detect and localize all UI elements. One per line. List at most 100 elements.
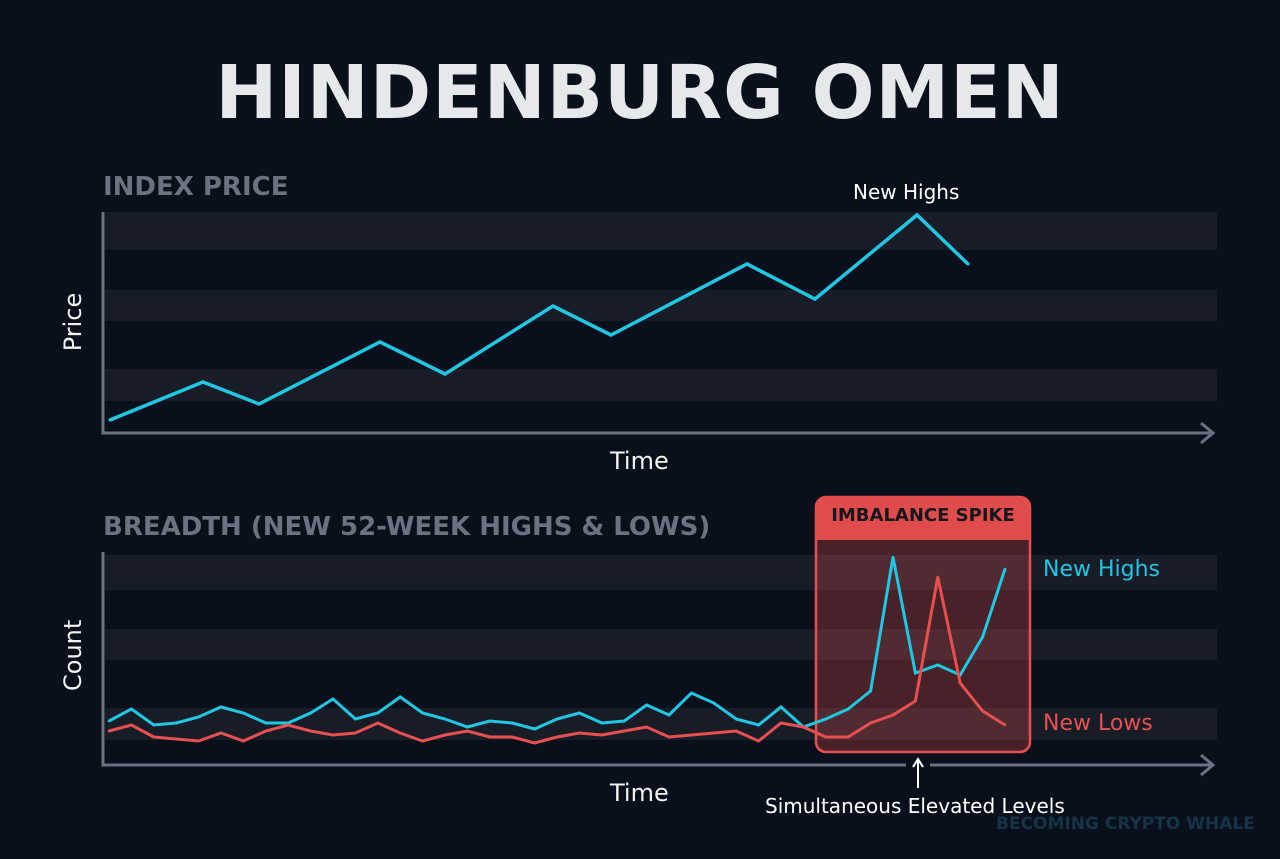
new-lows-point [914,699,917,703]
page-title: HINDENBURG OMEN [215,50,1065,136]
new-highs-point [466,725,469,729]
price-point [609,333,613,337]
new-lows-point [802,725,805,729]
new-highs-point [981,635,984,639]
new-lows-point [667,735,671,739]
new-lows-point [510,735,514,739]
grid-band [105,555,1217,590]
new-highs-point [376,711,380,715]
new-lows-point [600,733,604,737]
price-point [745,262,749,266]
price-point [966,262,970,266]
new-lows-point [712,731,716,735]
legend-new-highs: New Highs [1043,557,1161,582]
new-lows-point [757,739,760,743]
new-highs-point [130,707,133,711]
new-highs-point [264,721,268,725]
new-lows-point [443,733,447,737]
new-lows-point [488,735,492,739]
grid-band [105,369,1217,401]
price-point [813,297,817,301]
new-lows-point [1003,723,1007,727]
new-lows-point [690,733,693,737]
up-arrow-icon [912,757,924,788]
price-axis-label: Price [59,292,87,352]
new-highs-point [331,697,335,701]
simultaneous-levels-annotation: Simultaneous Elevated Levels [765,794,1065,818]
new-highs-point [690,691,693,695]
grid-band [105,629,1217,660]
new-highs-point [667,713,671,717]
new-highs-point [488,719,492,723]
price-point [108,418,112,422]
new-highs-point [107,719,111,723]
new-lows-point [152,735,156,739]
new-highs-point [622,719,626,723]
new-lows-point [107,729,111,733]
grid-band [105,290,1217,321]
breadth-x-axis-arrow [1200,753,1216,777]
new-lows-point [533,741,536,745]
price-time-label: Time [610,447,669,475]
new-highs-point [242,711,245,715]
new-highs-point [533,727,536,731]
new-lows-point [891,713,895,717]
new-highs-point [443,717,447,721]
price-point [257,402,261,406]
new-lows-point [622,729,626,733]
legend-new-lows: New Lows [1043,711,1153,736]
breadth-y-axis [101,552,1213,767]
new-lows-point [869,721,872,725]
new-highs-point [421,711,424,715]
index-price-title: INDEX PRICE [103,172,289,202]
new-highs-point [936,663,940,667]
watermark: BECOMING CRYPTO WHALE [996,814,1255,834]
new-lows-point [578,731,581,735]
count-axis-label: Count [59,619,87,691]
new-lows-point [734,729,738,733]
new-highs-point [398,695,402,699]
new-highs-point [600,721,604,725]
price-point [551,304,555,308]
new-highs-point [578,711,581,715]
price-y-axis [101,212,1213,435]
price-x-axis-arrow [1200,421,1216,445]
new-highs-point [779,705,783,709]
new-highs-point [734,717,738,721]
new-lows-point [354,731,357,735]
new-highs-point [219,705,223,709]
new-lows-point [936,575,940,579]
grid-band [105,212,1217,250]
new-lows-point [130,723,133,727]
new-lows-point [398,731,402,735]
new-highs-point [309,711,312,715]
new-highs-point [645,703,648,707]
new-lows-point [376,721,380,725]
new-lows-point [219,731,223,735]
new-lows-point [286,723,290,727]
new-highs-point [1003,567,1007,571]
new-highs-point [354,717,357,721]
new-highs-point [891,555,895,559]
new-lows-point [824,735,828,739]
imbalance-spike-label: IMBALANCE SPIKE [831,505,1015,526]
new-lows-point [645,725,648,729]
new-lows-point [331,733,335,737]
new-highs-point [869,689,872,693]
new-highs-point [824,717,828,721]
imbalance-spike-box [814,495,1032,754]
new-highs-point [510,721,514,725]
new-lows-point [264,729,268,733]
new-highs-point [846,707,850,711]
new-lows-point [421,739,424,743]
new-highs-point [174,721,178,725]
breadth-time-label: Time [610,779,669,807]
new-lows-point [466,729,469,733]
new-lows-point [309,729,312,733]
new-highs-point [197,715,200,719]
price-point [915,213,919,217]
price-point [201,380,205,384]
new-lows-point [242,739,245,743]
new-highs-point [914,671,917,675]
